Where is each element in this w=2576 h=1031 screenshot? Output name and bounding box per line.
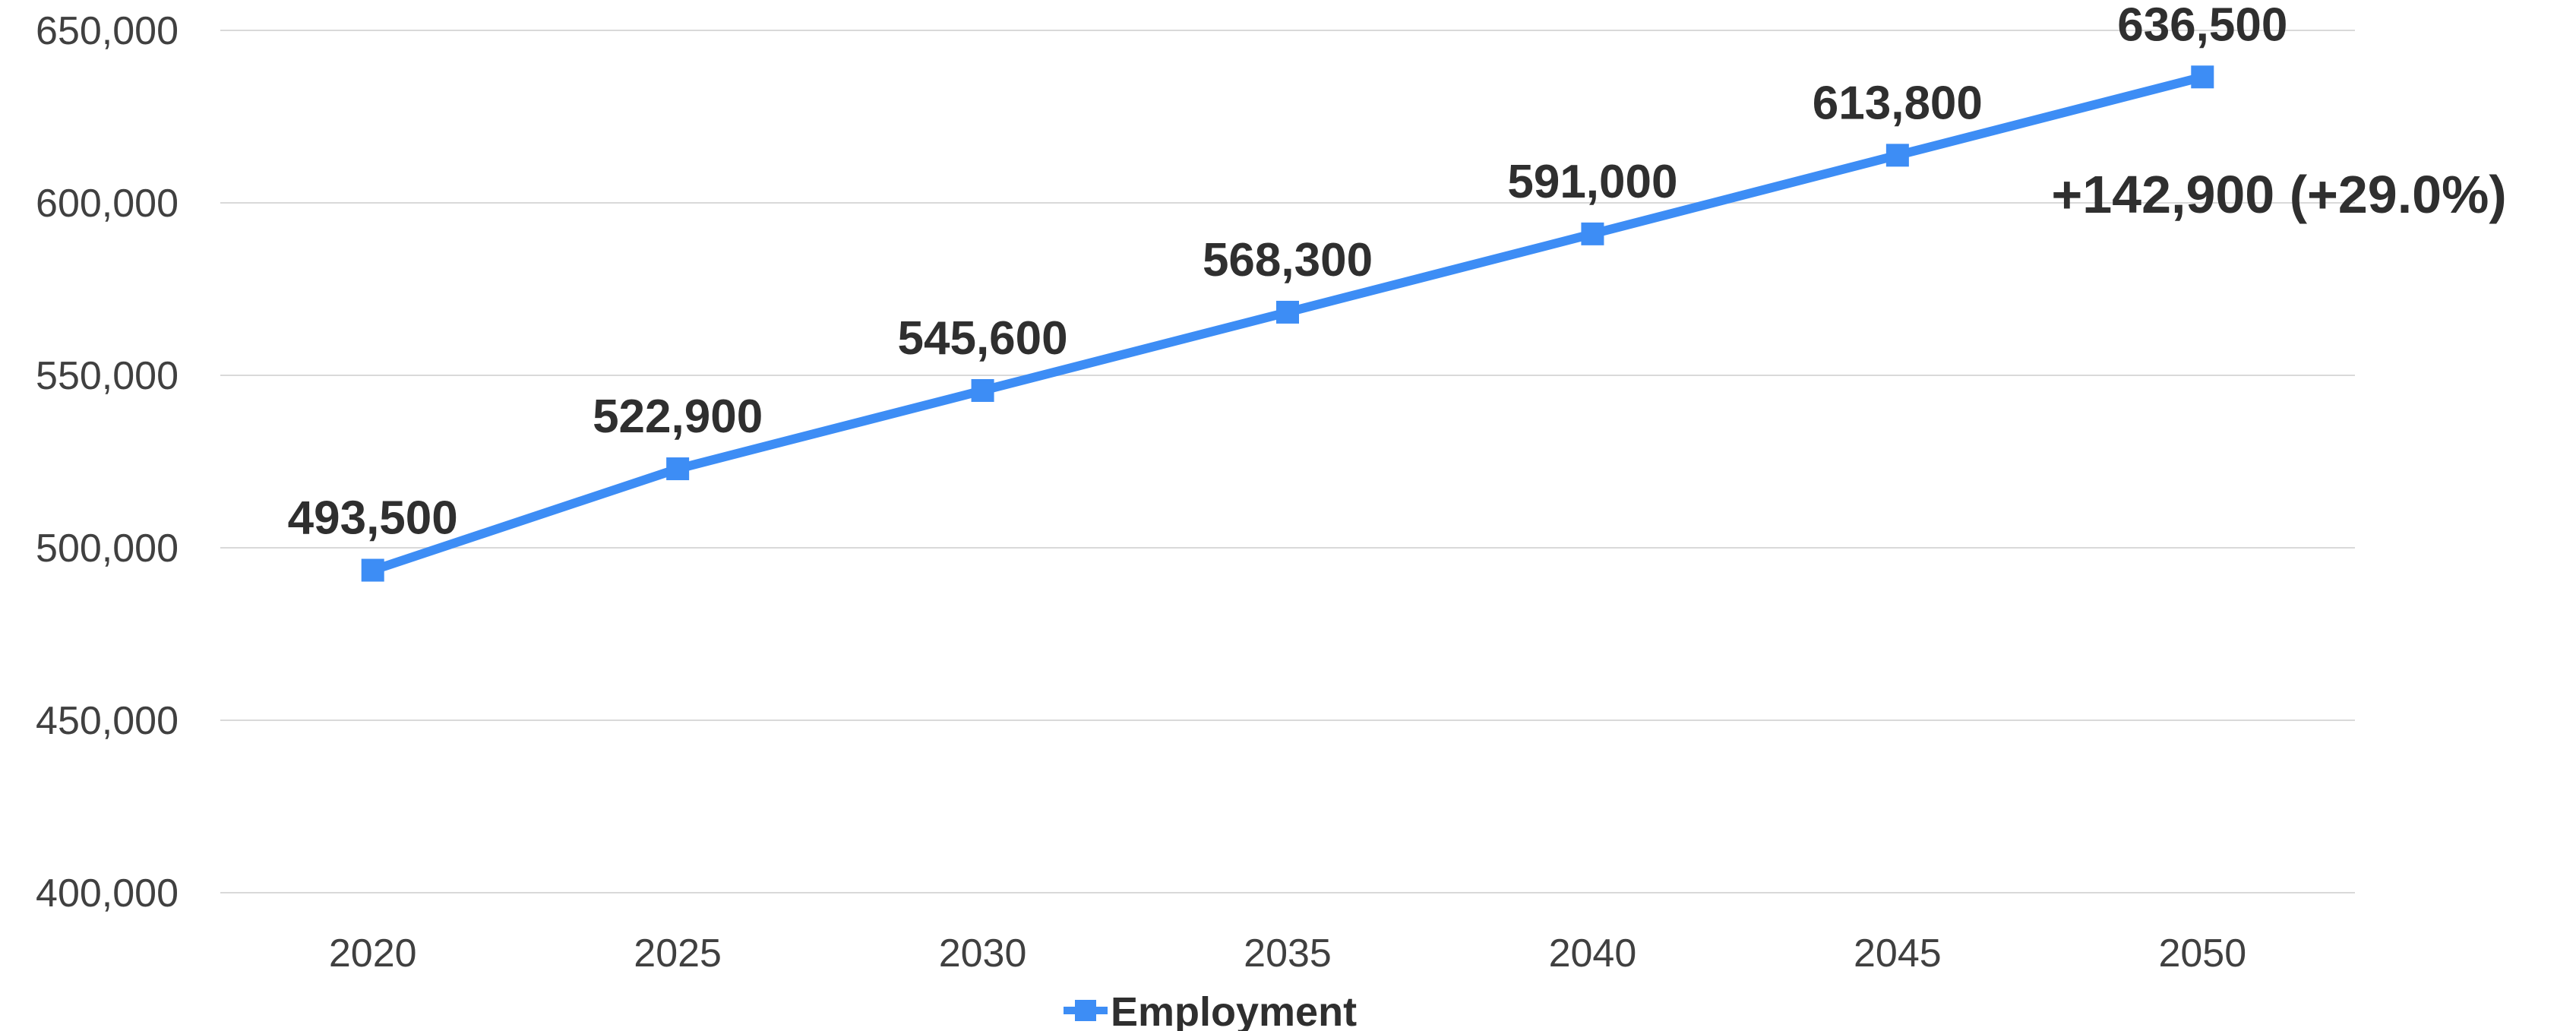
x-axis-ticks: 2020 2025 2030 2035 2040 2045 2050 [329, 931, 2246, 976]
data-point-marker[interactable] [971, 378, 994, 402]
x-tick-label: 2020 [329, 931, 417, 976]
data-point-marker[interactable] [1581, 222, 1604, 245]
data-label: 613,800 [1813, 77, 1983, 129]
data-point-marker[interactable] [361, 558, 384, 582]
data-label: 591,000 [1507, 156, 1677, 208]
x-tick-label: 2025 [634, 931, 722, 976]
y-tick-label: 450,000 [36, 699, 179, 743]
change-annotation: +142,900 (+29.0%) [2051, 165, 2506, 224]
data-point-marker[interactable] [1276, 300, 1299, 324]
data-label: 522,900 [593, 391, 763, 443]
data-labels: 493,500 522,900 545,600 568,300 591,000 613,8… [288, 0, 2288, 545]
x-tick-label: 2035 [1244, 931, 1332, 976]
x-tick-label: 2040 [1549, 931, 1637, 976]
legend-label-employment: Employment [1111, 989, 1357, 1031]
legend-square-marker [1075, 1000, 1096, 1021]
data-label: 493,500 [288, 492, 458, 545]
data-point-marker[interactable] [2191, 65, 2214, 89]
y-tick-label: 600,000 [36, 182, 179, 226]
data-point-marker[interactable] [1885, 144, 1909, 167]
series-employment [361, 65, 2214, 582]
y-tick-label: 400,000 [36, 871, 179, 916]
x-tick-label: 2050 [2158, 931, 2246, 976]
x-tick-label: 2030 [939, 931, 1027, 976]
legend[interactable]: Employment [1064, 989, 1357, 1031]
data-point-marker[interactable] [666, 457, 690, 481]
data-label: 545,600 [898, 312, 1068, 365]
data-label: 636,500 [2117, 0, 2287, 51]
gridlines [220, 30, 2355, 893]
y-tick-label: 550,000 [36, 354, 179, 398]
y-axis-ticks: 400,000 450,000 500,000 550,000 600,000 650,0… [36, 9, 179, 916]
x-tick-label: 2045 [1854, 931, 1942, 976]
y-tick-label: 500,000 [36, 527, 179, 571]
data-label: 568,300 [1203, 234, 1373, 286]
y-tick-label: 650,000 [36, 9, 179, 53]
